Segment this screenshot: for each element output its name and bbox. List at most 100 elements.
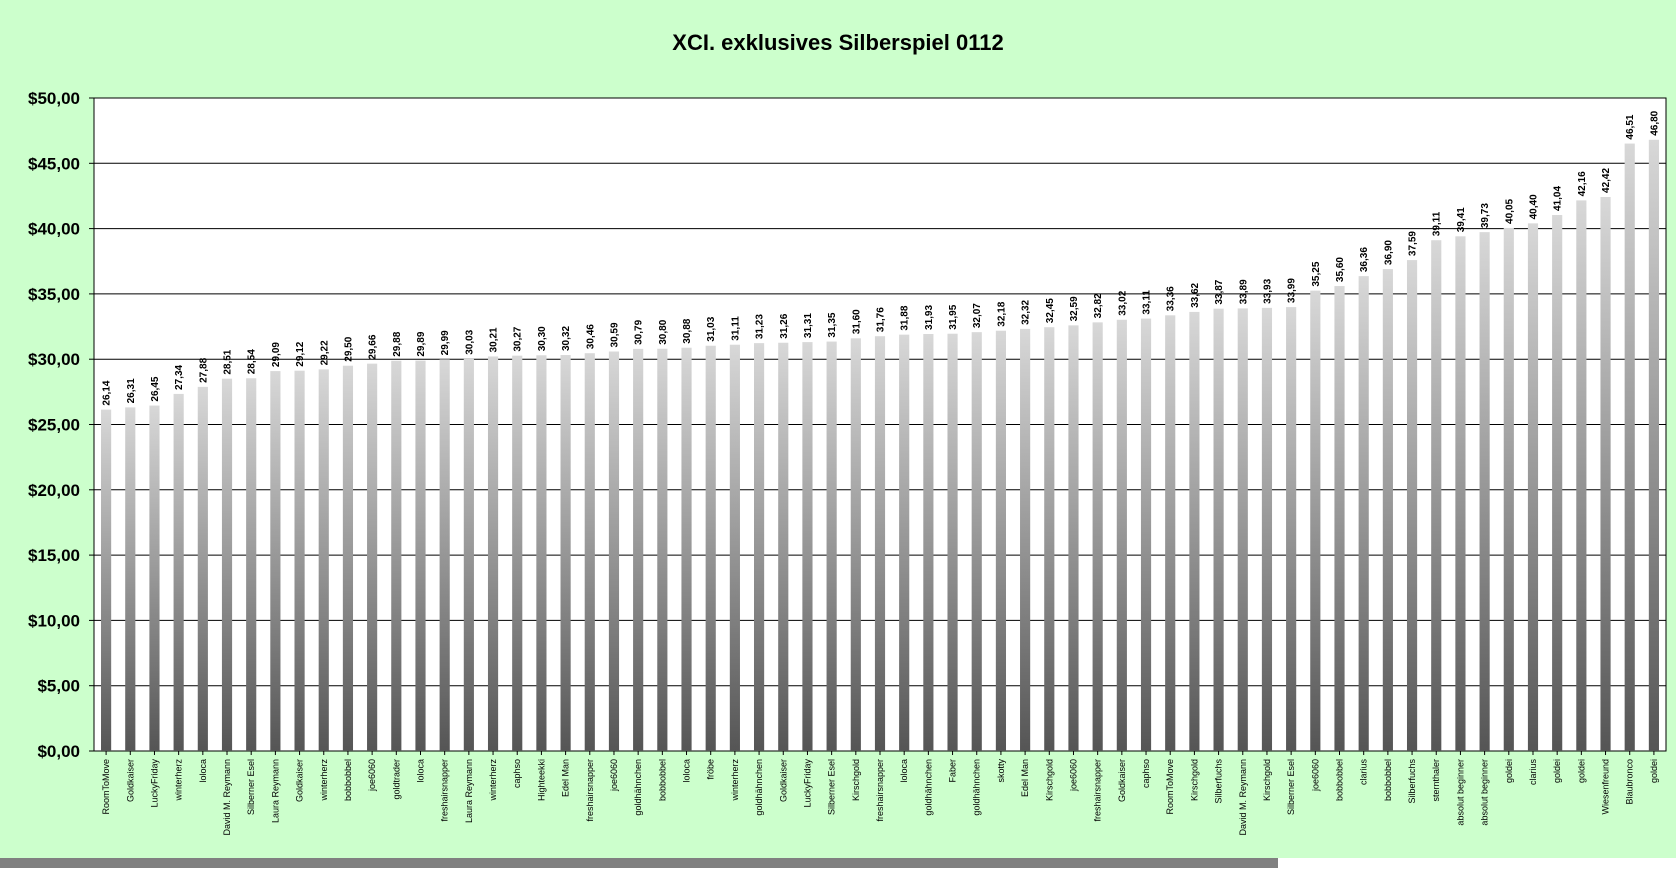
x-category-label: bobbobbel [657, 759, 667, 801]
bar [584, 353, 595, 751]
bar [342, 365, 354, 751]
bar [1358, 276, 1369, 751]
bar [1552, 215, 1563, 752]
x-category-label: goldei [1504, 759, 1514, 783]
x-category-label: Laura Reymann [464, 759, 474, 823]
data-label: 30,30 [537, 326, 548, 351]
data-label: 30,32 [561, 326, 572, 351]
data-label: 31,23 [755, 314, 766, 339]
bar [1020, 328, 1031, 751]
x-category-label: RoomToMove [101, 759, 111, 815]
x-category-label: LuckyFriday [802, 759, 812, 808]
x-category-label: Kirschgold [1262, 759, 1272, 801]
horizontal-scrollbar[interactable] [0, 858, 1278, 868]
data-label: 28,51 [223, 349, 234, 374]
bar [560, 355, 571, 751]
bar [439, 359, 450, 751]
bar [608, 351, 620, 751]
x-category-label: Silberner Esel [246, 759, 256, 815]
bar [681, 347, 692, 751]
y-tick-label: $10,00 [28, 611, 80, 630]
x-category-label: Laura Reymann [270, 759, 280, 823]
data-label: 33,87 [1214, 279, 1225, 304]
x-category-label: Goldkaiser [778, 759, 788, 802]
x-category-label: joe6060 [367, 759, 377, 792]
data-label: 30,88 [682, 318, 693, 343]
data-label: 42,16 [1577, 171, 1588, 196]
data-labels: 26,14 26,31 26,45 27,34 27,88 28,51 28,54 29,09… [102, 110, 1661, 405]
bar [1503, 227, 1514, 751]
x-category-label: winterherz [319, 759, 329, 802]
x-category-label: loloca [198, 759, 208, 783]
x-category-label: freshairsnapper [585, 759, 595, 822]
y-tick-label: $30,00 [28, 350, 80, 369]
x-category-label: David M. Reymann [1238, 759, 1248, 836]
data-label: 31,60 [851, 309, 862, 334]
x-category-label: winterherz [730, 759, 740, 802]
data-label: 30,03 [464, 329, 475, 354]
bar [1576, 200, 1587, 752]
data-label: 29,09 [271, 342, 282, 367]
data-label: 28,54 [247, 349, 258, 374]
x-category-label: Goldkaiser [125, 759, 135, 802]
x-category-label: Kirschgold [1044, 759, 1054, 801]
bar [850, 338, 861, 751]
data-label: 31,88 [900, 305, 911, 330]
bar [1068, 325, 1079, 751]
x-axis-category-labels: RoomToMove Goldkaiser LuckyFriday winterher… [101, 759, 1659, 836]
x-category-label: Kirschgold [1189, 759, 1199, 801]
bar [512, 355, 523, 751]
data-label: 26,14 [102, 380, 113, 405]
data-label: 37,59 [1408, 231, 1419, 256]
x-category-label: Wiesenfreund [1601, 759, 1611, 815]
data-label: 32,32 [1021, 299, 1032, 324]
data-label: 31,35 [827, 312, 838, 337]
data-label: 30,79 [634, 319, 645, 344]
bar [1165, 315, 1176, 751]
x-category-label: caphso [1141, 759, 1151, 788]
data-label: 29,22 [319, 340, 330, 365]
bars [101, 139, 1659, 755]
x-category-label: LuckyFriday [149, 759, 159, 808]
bar [802, 342, 813, 751]
data-label: 33,36 [1166, 286, 1177, 311]
y-tick-label: $15,00 [28, 546, 80, 565]
bar [971, 332, 982, 751]
data-label: 33,62 [1190, 282, 1201, 307]
data-label: 36,90 [1383, 240, 1394, 265]
bar [1527, 223, 1539, 752]
bar [1334, 286, 1345, 751]
bar [1455, 236, 1466, 751]
data-label: 31,76 [876, 307, 887, 332]
data-label: 31,95 [948, 304, 959, 329]
bar [1310, 290, 1321, 751]
bar [487, 356, 499, 751]
data-label: 30,27 [513, 326, 524, 351]
x-category-label: fröbe [706, 759, 716, 780]
x-category-label: Kirschgold [851, 759, 861, 801]
x-category-label: absolut beginner [1455, 759, 1465, 826]
data-label: 32,59 [1069, 296, 1080, 321]
data-label: 35,60 [1335, 257, 1346, 282]
bar [270, 371, 281, 751]
x-category-label: goldhähnchen [972, 759, 982, 816]
data-label: 26,45 [150, 376, 161, 401]
x-category-label: goldei [1576, 759, 1586, 783]
bar [463, 358, 474, 751]
bar [874, 336, 886, 751]
data-label: 33,93 [1262, 278, 1273, 303]
data-label: 29,99 [440, 330, 451, 355]
data-label: 39,73 [1480, 203, 1491, 228]
x-category-label: freshairsnapper [875, 759, 885, 822]
bar [294, 370, 305, 751]
bar [1116, 319, 1127, 751]
bar [1092, 322, 1103, 751]
y-tick-label: $20,00 [28, 481, 80, 500]
x-category-label: loloca [415, 759, 425, 783]
x-category-label: Silberfuchs [1214, 759, 1224, 804]
data-label: 32,07 [972, 303, 983, 328]
x-category-label: Goldkaiser [1117, 759, 1127, 802]
y-tick-label: $35,00 [28, 285, 80, 304]
bar [1237, 308, 1248, 751]
